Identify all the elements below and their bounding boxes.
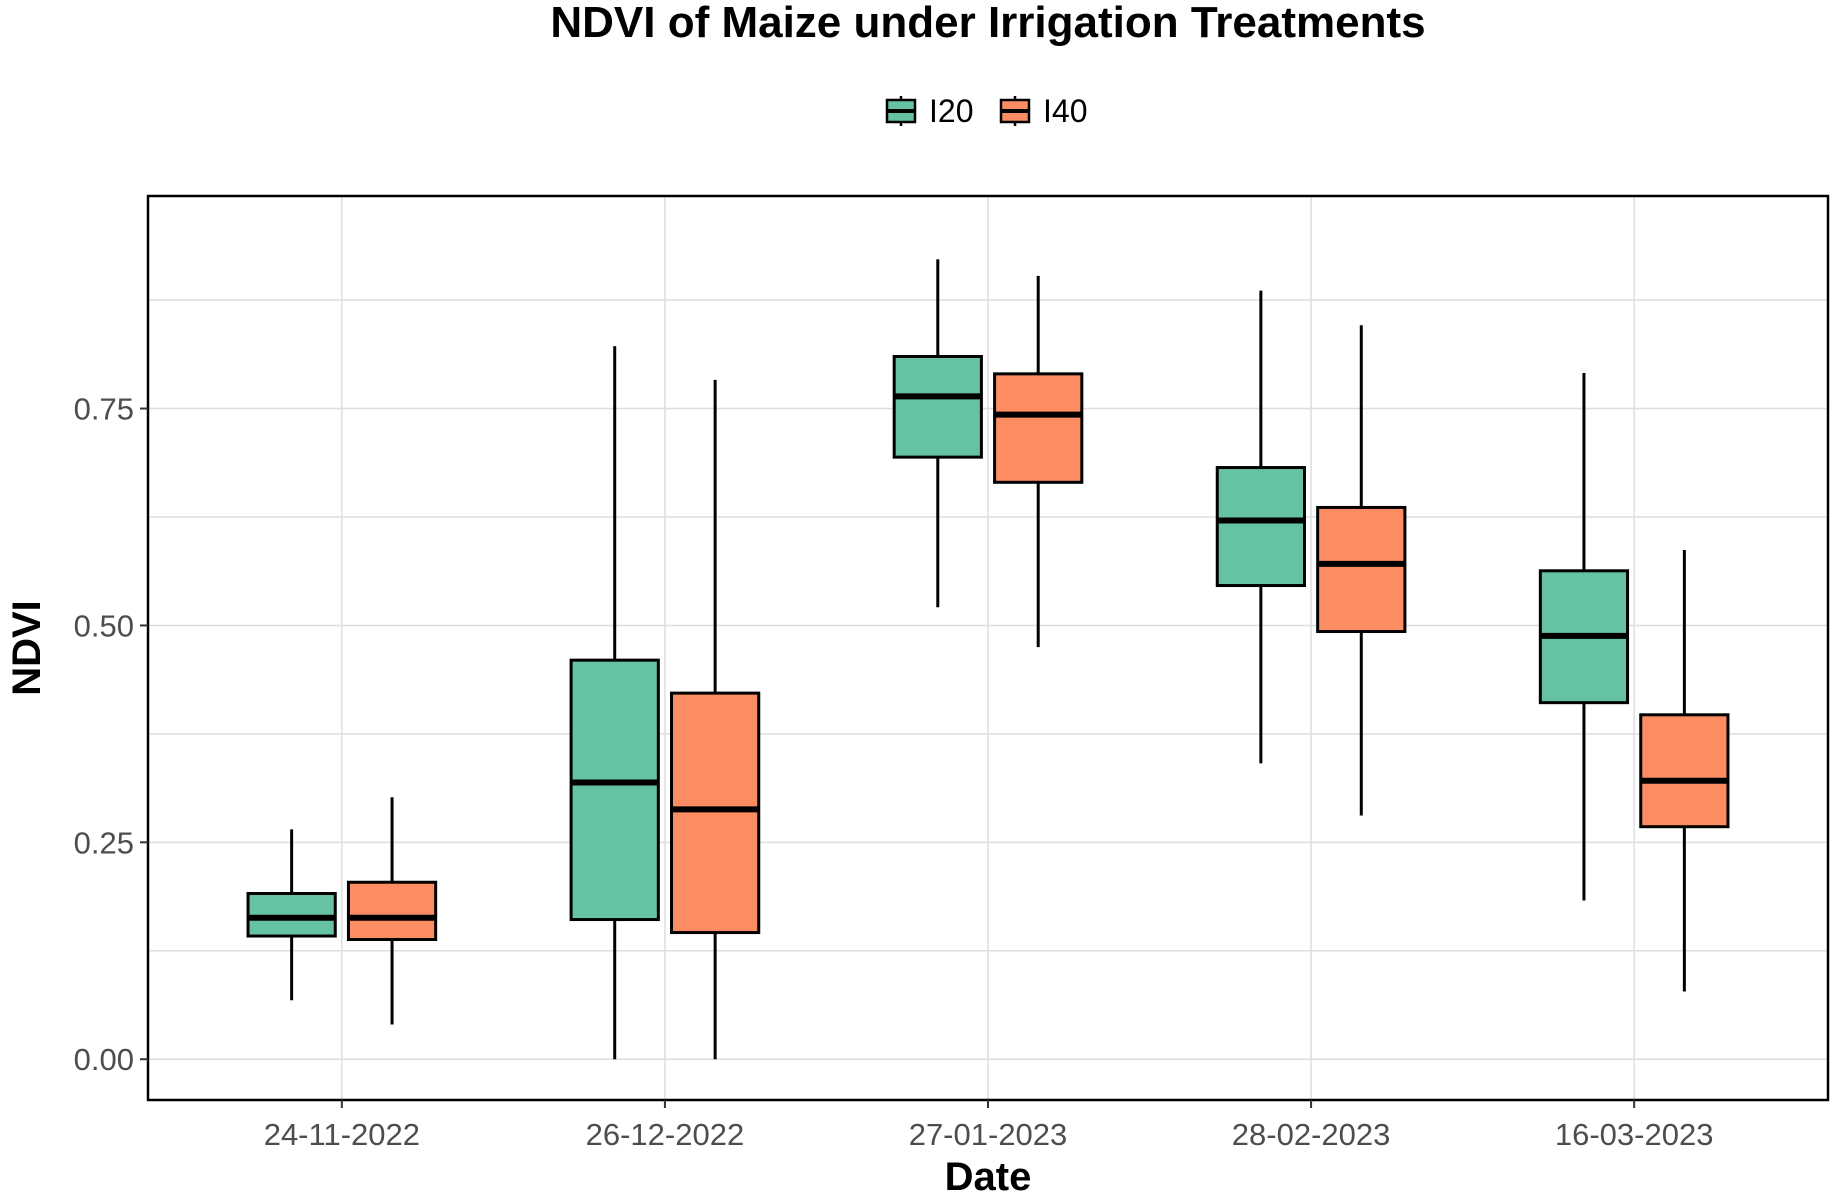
y-tick-label: 0.50: [74, 608, 134, 643]
box-iqr: [246, 892, 337, 938]
box-iqr: [569, 658, 660, 922]
box-iqr: [670, 691, 761, 935]
box-I20-24-11-2022: [246, 829, 337, 1001]
x-tick-label: 24-11-2022: [264, 1117, 420, 1152]
box-I20-16-03-2023: [1538, 372, 1630, 901]
axes: 0.00 0.25 0.50 0.75 24-11-2022 26-12-2022 27-0…: [74, 392, 1714, 1152]
box-I20-27-01-2023: [892, 259, 983, 608]
legend-label: I40: [1043, 93, 1087, 129]
x-tick-label: 26-12-2022: [586, 1117, 745, 1152]
box-iqr: [993, 372, 1084, 484]
y-axis-title: NDVI: [5, 600, 49, 696]
legend: I20 I40: [885, 93, 1087, 129]
y-tick-label: 0.00: [74, 1042, 134, 1077]
box-I40-26-12-2022: [670, 379, 761, 1060]
box-iqr: [1316, 505, 1407, 634]
box-I40-27-01-2023: [993, 275, 1084, 648]
box-I20-26-12-2022: [569, 346, 660, 1060]
x-tick-label: 28-02-2023: [1232, 1117, 1391, 1152]
chart-title: NDVI of Maize under Irrigation Treatment…: [550, 0, 1425, 47]
box-I40-16-03-2023: [1639, 549, 1730, 992]
y-tick-label: 0.25: [74, 825, 134, 860]
x-tick-label: 27-01-2023: [909, 1117, 1068, 1152]
box-iqr: [1215, 466, 1306, 588]
box-I20-28-02-2023: [1215, 290, 1306, 764]
box-iqr: [346, 880, 438, 942]
box-I40-28-02-2023: [1316, 325, 1407, 816]
x-axis-title: Date: [945, 1155, 1032, 1196]
legend-item-I40: I40: [999, 93, 1087, 129]
legend-item-I20: I20: [885, 93, 973, 129]
box-I40-24-11-2022: [346, 797, 438, 1025]
y-tick-label: 0.75: [74, 392, 134, 427]
legend-label: I20: [929, 93, 973, 129]
x-tick-label: 16-03-2023: [1555, 1117, 1714, 1152]
box-iqr: [1639, 713, 1730, 829]
box-iqr: [892, 354, 983, 459]
boxplot-series: [246, 259, 1730, 1060]
